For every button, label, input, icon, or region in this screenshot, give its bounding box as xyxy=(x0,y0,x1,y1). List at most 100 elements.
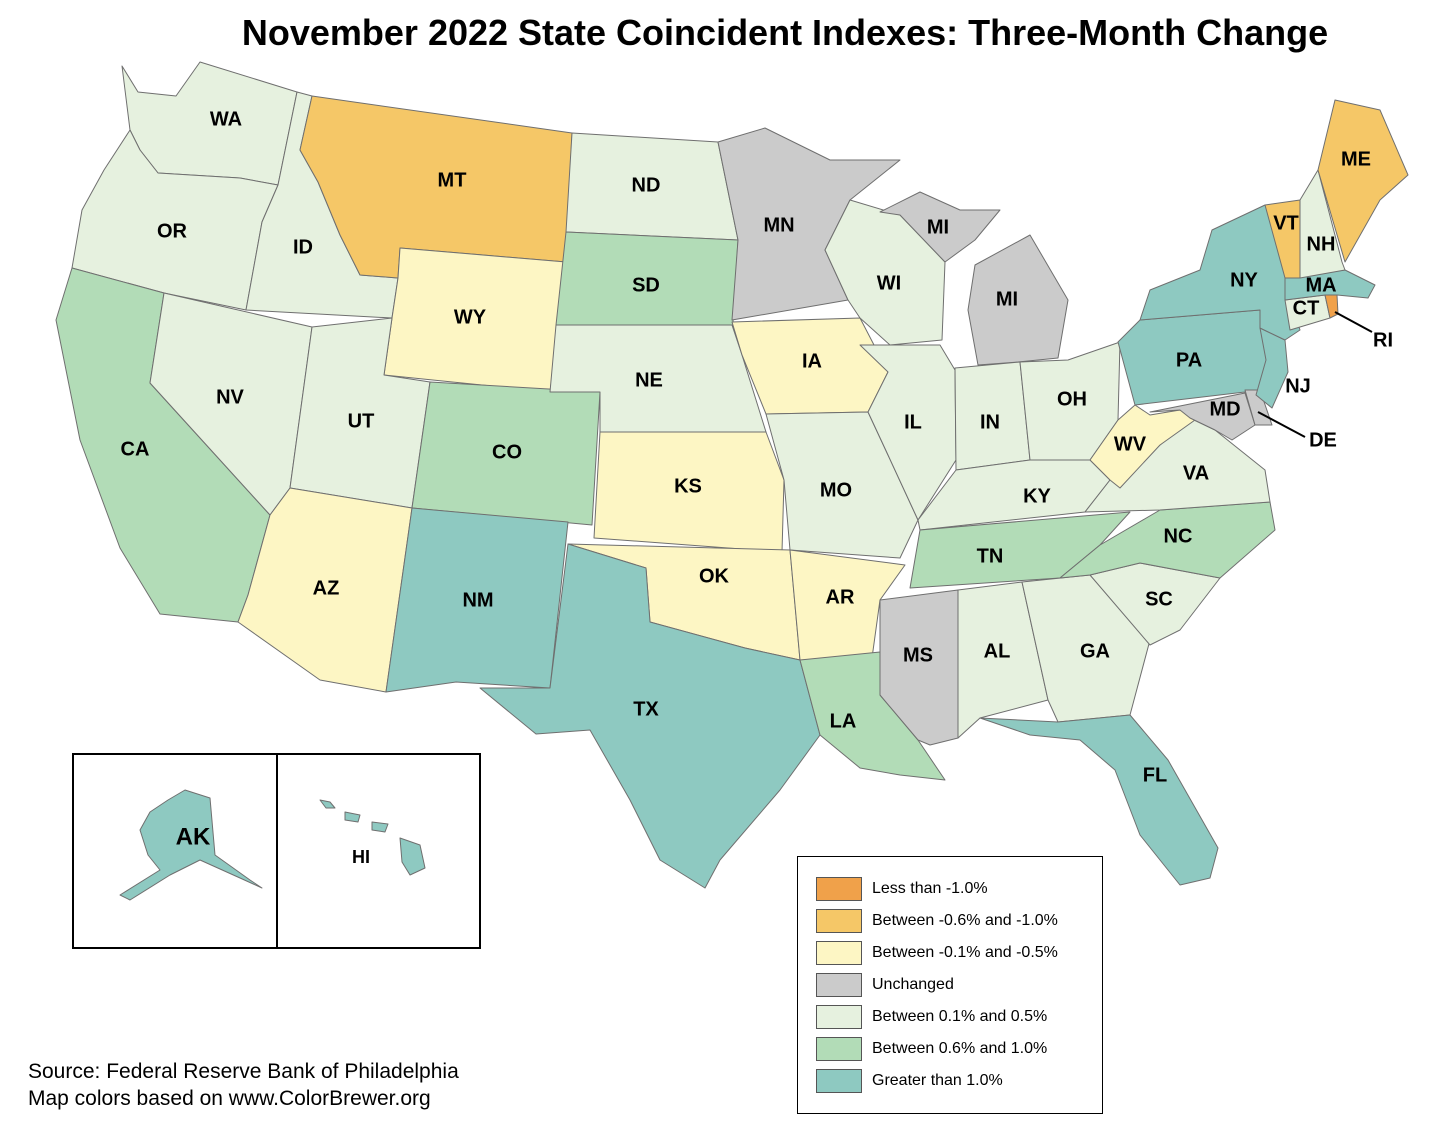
label-mn: MN xyxy=(763,214,794,236)
label-ak: AK xyxy=(176,823,211,850)
label-nv: NV xyxy=(216,386,244,408)
legend-label: Between -0.1% and -0.5% xyxy=(872,944,1058,961)
leader-ri xyxy=(1334,311,1373,333)
label-al: AL xyxy=(984,640,1011,662)
label-ar: AR xyxy=(826,586,855,608)
label-tx: TX xyxy=(633,698,659,720)
state-hi-2[interactable] xyxy=(344,811,361,823)
label-wy: WY xyxy=(454,306,487,328)
label-la: LA xyxy=(830,710,857,732)
label-vt: VT xyxy=(1273,212,1299,234)
label-ct: CT xyxy=(1293,297,1320,319)
legend: Less than -1.0% Between -0.6% and -1.0% … xyxy=(797,856,1103,1114)
legend-item: Between -0.6% and -1.0% xyxy=(816,909,1058,933)
label-pa: PA xyxy=(1176,349,1202,371)
label-ky: KY xyxy=(1023,485,1051,507)
legend-item: Greater than 1.0% xyxy=(816,1069,1003,1093)
label-me: ME xyxy=(1341,148,1371,170)
label-ri: RI xyxy=(1373,329,1393,351)
state-mi[interactable] xyxy=(879,191,1001,263)
label-oh: OH xyxy=(1057,388,1087,410)
label-mo: MO xyxy=(820,479,852,501)
legend-swatch xyxy=(816,973,862,997)
legend-swatch xyxy=(816,877,862,901)
legend-swatch xyxy=(816,1037,862,1061)
legend-item: Less than -1.0% xyxy=(816,877,988,901)
legend-label: Between -0.6% and -1.0% xyxy=(872,912,1058,929)
inset-box-hawaii xyxy=(276,753,481,949)
label-nj: NJ xyxy=(1285,375,1311,397)
label-nh: NH xyxy=(1307,233,1336,255)
state-ma[interactable] xyxy=(1284,269,1376,301)
label-ma: MA xyxy=(1305,274,1336,296)
label-mi: MI xyxy=(996,288,1018,310)
legend-swatch xyxy=(816,1069,862,1093)
legend-swatch xyxy=(816,1005,862,1029)
state-tx[interactable] xyxy=(479,543,821,889)
label-mi-upper: MI xyxy=(927,216,949,238)
label-ia: IA xyxy=(802,350,822,372)
source-note: Source: Federal Reserve Bank of Philadel… xyxy=(28,1058,459,1112)
label-de: DE xyxy=(1309,429,1337,451)
state-nh[interactable] xyxy=(1299,169,1346,279)
label-wv: WV xyxy=(1114,433,1147,455)
label-co: CO xyxy=(492,441,522,463)
state-md[interactable] xyxy=(1149,392,1256,441)
legend-item: Between -0.1% and -0.5% xyxy=(816,941,1058,965)
legend-item: Between 0.1% and 0.5% xyxy=(816,1005,1047,1029)
state-ks[interactable] xyxy=(593,431,785,553)
legend-label: Less than -1.0% xyxy=(872,880,988,897)
legend-label: Unchanged xyxy=(872,976,954,993)
label-sd: SD xyxy=(632,274,660,296)
label-ga: GA xyxy=(1080,640,1110,662)
legend-item: Unchanged xyxy=(816,973,954,997)
label-ne: NE xyxy=(635,369,663,391)
state-hi-3[interactable] xyxy=(371,821,389,833)
state-co[interactable] xyxy=(411,381,601,526)
label-ok: OK xyxy=(699,565,730,587)
legend-label: Greater than 1.0% xyxy=(872,1072,1003,1089)
state-nm[interactable] xyxy=(385,507,569,693)
label-wi: WI xyxy=(877,272,901,294)
state-al[interactable] xyxy=(957,581,1049,739)
legend-item: Between 0.6% and 1.0% xyxy=(816,1037,1047,1061)
leader-de xyxy=(1257,411,1306,438)
legend-swatch xyxy=(816,909,862,933)
state-wi[interactable] xyxy=(824,199,946,346)
legend-label: Between 0.1% and 0.5% xyxy=(872,1008,1048,1025)
label-tn: TN xyxy=(977,545,1004,567)
label-nm: NM xyxy=(462,589,493,611)
state-fl[interactable] xyxy=(979,714,1219,886)
label-az: AZ xyxy=(313,577,340,599)
label-ut: UT xyxy=(348,410,375,432)
label-va: VA xyxy=(1183,462,1209,484)
label-ks: KS xyxy=(674,475,702,497)
label-hi: HI xyxy=(352,847,370,867)
state-hi-big-island[interactable] xyxy=(399,837,426,876)
label-in: IN xyxy=(980,411,1000,433)
label-or: OR xyxy=(157,220,188,242)
map-title: November 2022 State Coincident Indexes: … xyxy=(241,12,1329,53)
source-line: Source: Federal Reserve Bank of Philadel… xyxy=(28,1060,459,1083)
legend-label: Between 0.6% and 1.0% xyxy=(872,1040,1048,1057)
label-wa: WA xyxy=(210,108,242,130)
label-ms: MS xyxy=(903,644,933,666)
label-ny: NY xyxy=(1230,269,1258,291)
label-ca: CA xyxy=(121,438,150,460)
label-id: ID xyxy=(293,236,313,258)
label-il: IL xyxy=(904,411,922,433)
label-md: MD xyxy=(1209,398,1240,420)
label-nd: ND xyxy=(632,174,661,196)
state-mi-lower[interactable] xyxy=(967,234,1069,366)
state-ar[interactable] xyxy=(789,549,906,661)
label-sc: SC xyxy=(1145,588,1173,610)
label-fl: FL xyxy=(1143,764,1167,786)
colorbrewer-credit: Map colors based on www.ColorBrewer.org xyxy=(28,1087,431,1110)
state-nc[interactable] xyxy=(1059,501,1276,579)
state-me[interactable] xyxy=(1317,99,1409,263)
state-hi[interactable] xyxy=(319,799,336,809)
label-mt: MT xyxy=(438,169,467,191)
label-nc: NC xyxy=(1164,525,1193,547)
state-ak[interactable] xyxy=(119,789,263,901)
